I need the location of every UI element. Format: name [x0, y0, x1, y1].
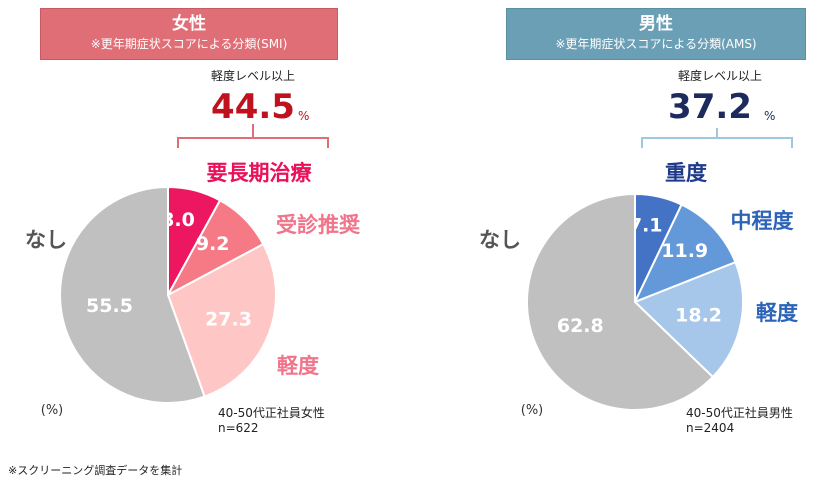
male-slice-3	[525, 192, 715, 411]
male-value-label-1: 11.9	[661, 240, 708, 262]
female-category-label-3: なし	[25, 228, 67, 252]
female-sample-info: 40-50代正社員女性 n=622	[218, 406, 325, 436]
male-value-label-3: 62.8	[557, 315, 604, 337]
male-category-label-3: なし	[479, 228, 521, 252]
female-summary-value: 44.5	[211, 87, 295, 127]
female-value-label-2: 27.3	[205, 308, 252, 330]
female-slice-2	[166, 242, 277, 398]
footnote: ※スクリーニング調査データを集計	[8, 464, 183, 477]
male-category-label-1: 中程度	[731, 209, 794, 233]
female-summary-unit: %	[298, 109, 309, 123]
male-category-label-0: 重度	[665, 161, 707, 185]
female-value-label-1: 9.2	[196, 233, 230, 255]
female-subtitle: ※更年期症状スコアによる分類(SMI)	[90, 37, 288, 51]
male-sample-n: n=2404	[686, 421, 735, 435]
male-value-label-0: 7.1	[629, 214, 663, 236]
male-unit-label: (%)	[521, 403, 544, 418]
female-slice-3	[59, 185, 206, 404]
female-sample-n: n=622	[218, 421, 259, 435]
female-value-label-3: 55.5	[86, 295, 133, 317]
male-sample-info: 40-50代正社員男性 n=2404	[686, 406, 793, 436]
female-pie: 8.0 要長期治療 9.2 受診推奨 27.3 軽度 55.5 なし	[25, 161, 361, 404]
female-unit-label: (%)	[41, 403, 64, 418]
male-subtitle: ※更年期症状スコアによる分類(AMS)	[555, 37, 757, 51]
male-sample-group: 40-50代正社員男性	[686, 406, 793, 420]
male-summary-value: 37.2	[668, 87, 752, 127]
male-slice-1	[632, 203, 737, 304]
female-summary-label: 軽度レベル以上	[211, 68, 295, 83]
male-summary-label: 軽度レベル以上	[678, 68, 762, 83]
female-panel-header: 女性 ※更年期症状スコアによる分類(SMI)	[40, 8, 338, 60]
male-category-label-2: 軽度	[756, 301, 798, 325]
male-slice-2	[633, 260, 744, 379]
female-category-label-1: 受診推奨	[276, 213, 361, 237]
female-value-label-0: 8.0	[161, 209, 195, 231]
female-title: 女性	[172, 14, 206, 34]
male-panel-header: 男性 ※更年期症状スコアによる分類(AMS)	[506, 8, 806, 60]
male-pie: 7.1 重度 11.9 中程度 18.2 軽度 62.8 なし	[479, 161, 798, 411]
male-bracket	[641, 128, 793, 148]
male-title: 男性	[639, 14, 673, 34]
female-category-label-2: 軽度	[277, 354, 319, 378]
male-summary-unit: %	[764, 109, 775, 123]
male-value-label-2: 18.2	[675, 305, 722, 327]
female-sample-group: 40-50代正社員女性	[218, 406, 325, 420]
female-category-label-0: 要長期治療	[207, 161, 313, 185]
female-bracket	[177, 124, 329, 148]
